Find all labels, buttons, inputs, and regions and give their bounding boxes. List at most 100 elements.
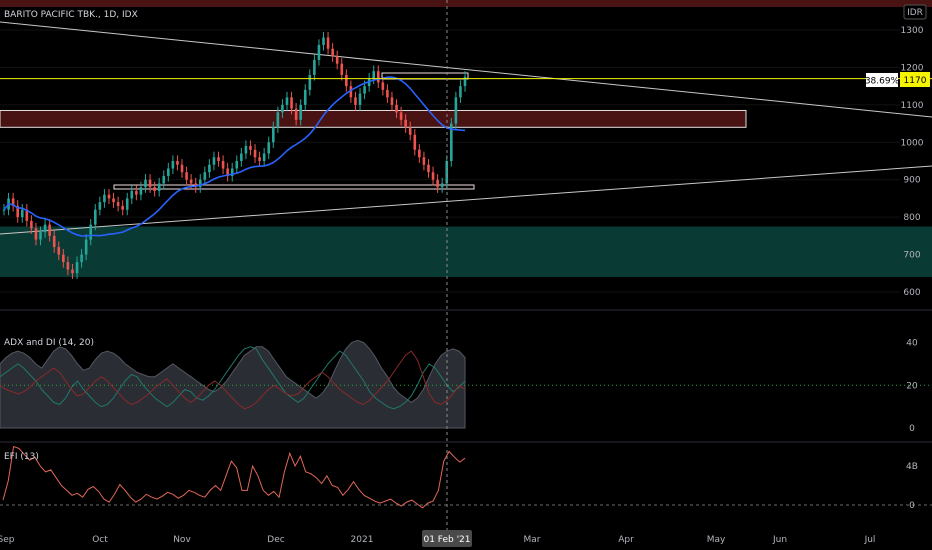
ascending-trendline[interactable] [0,165,932,235]
candle-body [422,157,426,165]
candle-body [271,127,275,143]
price-tick-label: 600 [903,288,920,298]
candle-body [281,104,284,113]
time-tick-label: Oct [92,535,108,545]
candle-body [431,172,435,180]
candle-body [11,198,15,206]
candle-body [203,172,207,180]
resistance-zone [0,109,747,128]
di-minus-line [0,350,466,410]
candle-body [454,97,458,124]
cursor-date-label: 01 Feb '21 [423,535,470,545]
candle-body [276,112,280,128]
candle-body [290,97,293,109]
candle-body [340,63,344,75]
candle-body [436,179,439,188]
candle-body [107,194,111,199]
candle-body [427,164,430,173]
candle-body [93,209,97,225]
candle-body [139,187,143,195]
candle-body [48,224,51,236]
candle-body [354,97,357,105]
time-tick-label: 2021 [351,535,374,545]
time-tick-label: Nov [173,535,191,545]
candle-body [2,209,6,211]
candle-body [162,175,166,184]
candle-body [208,164,211,173]
candle-body [89,224,93,240]
candle-body [408,127,412,135]
support-box[interactable] [113,184,475,190]
candle-body [235,161,239,169]
efi-title: EFI (13) [4,452,39,462]
adx-tick-label: 40 [906,339,918,349]
candle-body [240,153,243,161]
candle-body [103,194,106,203]
candle-body [244,146,248,154]
candle-body [395,104,398,113]
candle-body [20,209,24,218]
candle-body [390,97,394,105]
candle-body [230,168,234,176]
candle-body [285,97,289,105]
candle-body [376,71,380,83]
candle-body [185,172,188,180]
time-tick-label: May [707,535,726,545]
candle-body [322,37,325,45]
percent-label-box [866,73,898,87]
candle-body [16,205,19,218]
currency-badge[interactable] [903,4,927,20]
time-tick-label: Jul [864,535,876,545]
adx-tick-label: 20 [906,381,918,391]
candle-body [135,190,138,195]
candle-body [43,224,47,233]
candle-body [463,76,467,87]
candle-body [57,247,61,255]
candle-body [171,161,175,169]
candle-body [30,220,33,229]
time-tick-label: Dec [267,535,284,545]
candle-body [262,153,266,161]
candle-body [386,89,389,98]
candle-body [125,198,129,210]
efi-axis: 0 4B [906,462,918,511]
candle-body [66,262,70,270]
candle-body [212,157,216,165]
currency-label: IDR [907,8,923,18]
candle-body [258,157,261,161]
top-zone-band [0,0,932,7]
price-tick-label: 1100 [901,101,924,111]
candle-body [52,235,56,248]
efi-tick-label: 4B [906,462,918,472]
candle-body [331,48,334,57]
candle-body [167,168,170,176]
candle-body [372,71,376,79]
candle-body [404,119,407,128]
time-tick-label: Mar [524,535,541,545]
candle-body [39,232,42,240]
descending-trendline[interactable] [0,21,932,118]
candle-body [189,179,193,184]
candle-body [313,59,316,75]
candle-body [459,86,462,98]
adx-area [0,339,466,429]
candle-body [363,86,366,94]
candle-body [249,146,252,150]
price-tick-label: 900 [903,176,920,186]
candle-body [144,179,147,188]
chart-title: BARITO PACIFIC TBK., 1D, IDX [4,10,138,20]
price-tick-label: 1200 [901,63,924,73]
price-axis: 600 700 800 900 1000 1100 1200 1300 [901,26,924,298]
candle-body [121,205,124,210]
time-tick-label: Sep [0,535,15,545]
candle-body [198,179,202,188]
price-label: 1170 [904,76,927,86]
candle-body [112,198,115,203]
candle-body [130,190,134,199]
adx-tick-label: 0 [909,424,915,434]
candle-body [84,239,88,255]
price-label-box [900,72,930,87]
candle-body [221,161,225,169]
adx-axis: 0 20 40 [906,339,918,435]
